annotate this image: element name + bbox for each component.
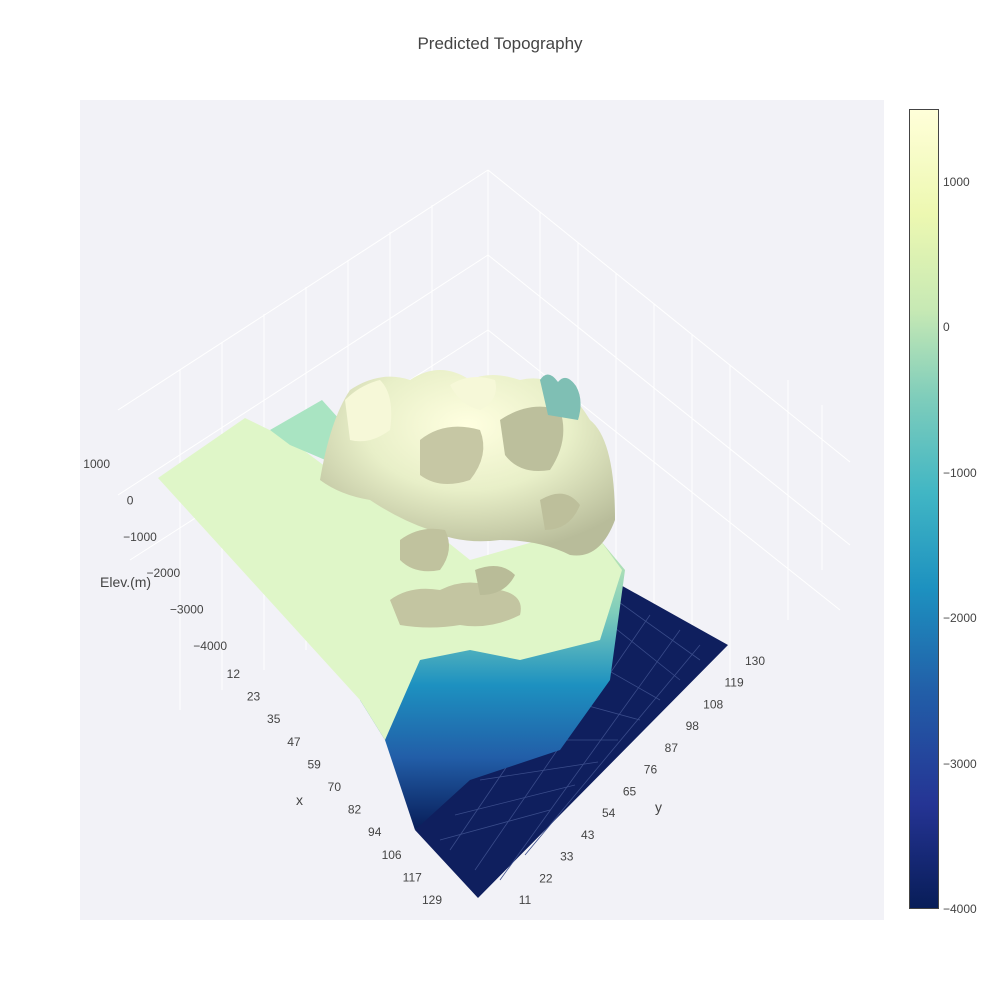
y-tick-label: 87 bbox=[665, 741, 679, 755]
x-tick-label: 12 bbox=[227, 667, 241, 681]
z-tick-label: −3000 bbox=[170, 603, 204, 617]
y-tick-label: 108 bbox=[703, 697, 723, 711]
z-axis-title: Elev.(m) bbox=[100, 574, 151, 590]
y-tick-label: 11 bbox=[519, 893, 532, 907]
colorbar-tick-label: −1000 bbox=[943, 465, 977, 480]
colorbar-tick-label: 1000 bbox=[943, 174, 970, 189]
colorbar-tick-label: −3000 bbox=[943, 756, 977, 771]
y-tick-label: 43 bbox=[581, 828, 595, 842]
y-tick-label: 54 bbox=[602, 806, 616, 820]
x-tick-label: 129 bbox=[422, 893, 442, 907]
x-tick-label: 35 bbox=[267, 712, 281, 726]
land-plateau bbox=[158, 418, 622, 740]
plateau-shelf bbox=[270, 400, 340, 462]
chart-title: Predicted Topography bbox=[417, 34, 583, 53]
y-tick-label: 130 bbox=[745, 654, 765, 668]
z-tick-label: −4000 bbox=[193, 639, 227, 653]
x-tick-label: 82 bbox=[348, 803, 362, 817]
y-tick-label: 65 bbox=[623, 784, 637, 798]
x-tick-label: 47 bbox=[287, 735, 301, 749]
x-tick-label: 70 bbox=[328, 780, 342, 794]
x-tick-label: 59 bbox=[307, 757, 321, 771]
z-axis-ticks: 1000 0 −1000 −2000 −3000 −4000 bbox=[83, 457, 227, 653]
colorbar-tick-label: −4000 bbox=[943, 902, 977, 916]
z-tick-label: 0 bbox=[127, 493, 134, 507]
z-tick-label: −1000 bbox=[123, 530, 157, 544]
x-axis-title: x bbox=[296, 792, 303, 808]
y-tick-label: 98 bbox=[686, 719, 700, 733]
x-tick-label: 106 bbox=[382, 848, 402, 862]
z-tick-label: 1000 bbox=[83, 457, 110, 471]
y-tick-label: 119 bbox=[725, 676, 744, 690]
mountain-range bbox=[320, 370, 615, 628]
x-tick-label: 117 bbox=[403, 870, 422, 884]
colorbar bbox=[909, 109, 939, 909]
y-tick-label: 33 bbox=[560, 850, 574, 864]
y-tick-label: 22 bbox=[539, 871, 553, 885]
colorbar-tick-label: 0 bbox=[943, 320, 950, 335]
x-tick-label: 94 bbox=[368, 825, 382, 839]
colorbar-tick-label: −2000 bbox=[943, 611, 977, 626]
x-tick-label: 23 bbox=[247, 690, 261, 704]
y-tick-label: 76 bbox=[644, 763, 658, 777]
y-axis-title: y bbox=[655, 799, 662, 815]
z-tick-label: −2000 bbox=[146, 566, 180, 580]
